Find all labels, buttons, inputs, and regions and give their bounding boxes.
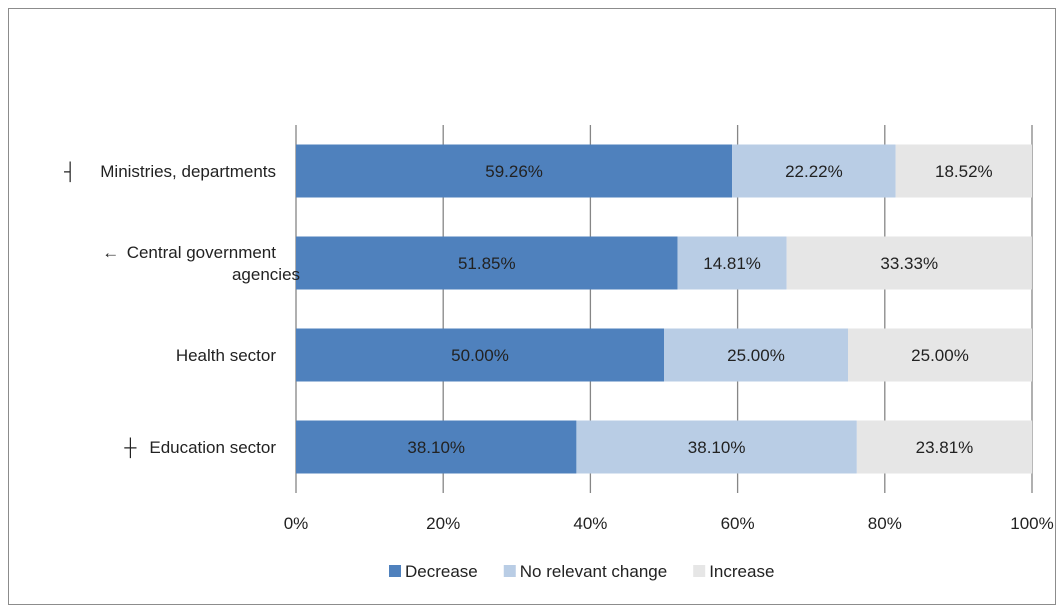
category-label: Ministries, departments	[100, 162, 276, 181]
x-tick-label: 0%	[284, 514, 309, 533]
data-label: 25.00%	[911, 346, 969, 365]
bar-segment	[732, 144, 896, 198]
category-marker: ←	[102, 243, 119, 262]
bar-segment	[786, 236, 1032, 290]
category-marker: ┼	[123, 437, 137, 459]
data-label: 25.00%	[727, 346, 785, 365]
bar-segment	[848, 328, 1032, 382]
data-label: 18.52%	[935, 162, 993, 181]
category-label: Education sector	[149, 438, 276, 457]
legend-label: Decrease	[405, 562, 478, 581]
x-tick-label: 80%	[868, 514, 902, 533]
legend-swatch	[503, 565, 516, 577]
bar-segment	[576, 420, 857, 474]
bar-segment	[296, 420, 577, 474]
bar-segment	[664, 328, 848, 382]
bar-segment	[677, 236, 787, 290]
legend-label: No relevant change	[520, 562, 667, 581]
x-tick-label: 60%	[721, 514, 755, 533]
x-tick-label: 100%	[1010, 514, 1053, 533]
bar-segment	[296, 328, 664, 382]
legend-label: Increase	[709, 562, 774, 581]
category-label: Central government	[127, 243, 277, 262]
data-label: 38.10%	[688, 438, 746, 457]
category-marker: ┤	[64, 161, 76, 183]
legend-swatch	[693, 565, 706, 577]
bar-segment	[296, 236, 678, 290]
chart-frame	[8, 8, 1056, 605]
x-tick-label: 20%	[426, 514, 460, 533]
bar-segment	[296, 144, 733, 198]
category-label: agencies	[232, 265, 300, 284]
bar-segment	[895, 144, 1032, 198]
bars	[296, 144, 1033, 474]
x-tick-label: 40%	[573, 514, 607, 533]
data-label: 22.22%	[785, 162, 843, 181]
data-label: 23.81%	[916, 438, 974, 457]
data-label: 51.85%	[458, 254, 516, 273]
data-label: 38.10%	[407, 438, 465, 457]
data-label: 33.33%	[880, 254, 938, 273]
data-label: 50.00%	[451, 346, 509, 365]
category-label: Health sector	[176, 346, 276, 365]
bar-segment	[856, 420, 1033, 474]
legend: Decrease No relevant change Increase	[389, 562, 774, 581]
labels: 0% 20% 40% 60% 80% 100% 59.26% 22.22% 18.52% Mini…	[64, 161, 1054, 533]
data-label: 59.26%	[485, 162, 543, 181]
legend-swatch	[389, 565, 401, 577]
data-label: 14.81%	[703, 254, 761, 273]
